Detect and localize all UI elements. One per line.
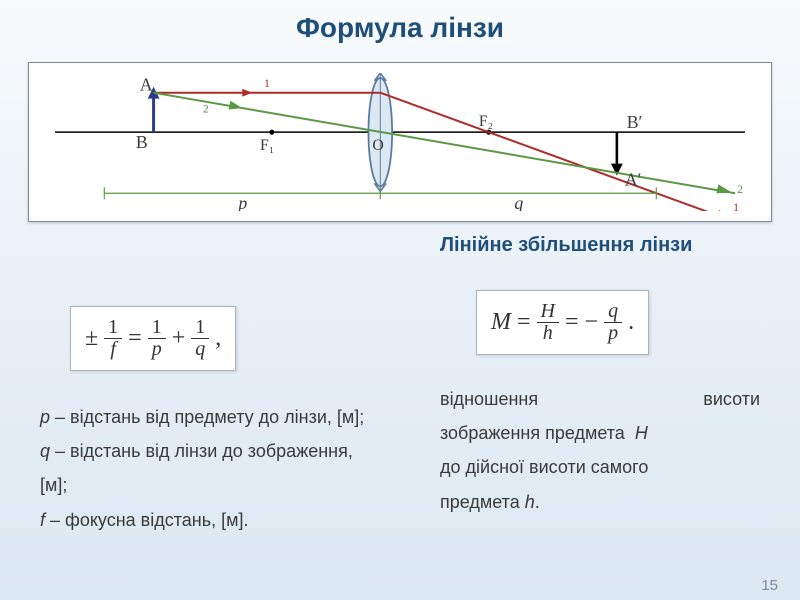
right-line-1: відношення висоти	[440, 382, 760, 416]
label-p: p	[236, 193, 247, 211]
definitions-block: p – відстань від предмету до лінзи, [м];…	[40, 400, 380, 537]
right-line-4: предмета h.	[440, 485, 760, 519]
page-title: Формула лінзи	[0, 0, 800, 44]
right-line-3: до дійсної висоти самого	[440, 450, 760, 484]
page-number: 15	[761, 577, 778, 594]
label-F2: F₂	[479, 113, 493, 130]
ray2-label-b: 2	[737, 182, 743, 196]
frac-Hh: H h	[537, 301, 559, 344]
ray1-label-b: 1	[733, 200, 739, 211]
plus-sign: +	[172, 325, 186, 352]
var-M: M	[491, 309, 511, 336]
neg-sign: −	[585, 309, 599, 336]
label-F1: F₁	[260, 137, 274, 154]
label-Aprime: A′	[625, 169, 642, 189]
frac-1p: 1 p	[148, 317, 166, 360]
label-O: O	[372, 137, 383, 154]
def-p: p – відстань від предмету до лінзи, [м];	[40, 400, 380, 434]
label-q: q	[514, 193, 523, 211]
pm-sign: ±	[85, 325, 98, 352]
lens-formula-box: ± 1 f = 1 p + 1 q ,	[70, 306, 236, 371]
ray2-label-a: 2	[203, 101, 209, 115]
magnification-text: відношення висоти зображення предмета H …	[440, 382, 760, 519]
def-f: f – фокусна відстань, [м].	[40, 503, 380, 537]
def-q: q – відстань від лінзи до зображення, [м…	[40, 434, 380, 502]
label-Bprime: B′	[627, 112, 643, 132]
magnification-subtitle: Лінійне збільшення лінзи	[440, 234, 770, 257]
right-line-2: зображення предмета H	[440, 416, 760, 450]
period-1: .	[628, 309, 634, 336]
label-A: A	[140, 75, 153, 95]
magnification-formula: M = H h = − q p .	[491, 301, 634, 344]
label-B: B	[136, 132, 148, 152]
comma-1: ,	[215, 325, 221, 352]
magnification-formula-box: M = H h = − q p .	[476, 290, 649, 355]
eq-sign-2: =	[517, 309, 531, 336]
frac-1f: 1 f	[104, 317, 122, 360]
ray1-label-a: 1	[264, 76, 270, 90]
lens-formula: ± 1 f = 1 p + 1 q ,	[85, 317, 221, 360]
eq-sign-3: =	[565, 309, 579, 336]
lens-diagram: A B F₁ O F₂ B′ A′ p q 1 2 2 1	[39, 73, 761, 211]
frac-1q: 1 q	[191, 317, 209, 360]
lens-diagram-container: A B F₁ O F₂ B′ A′ p q 1 2 2 1	[28, 62, 772, 222]
frac-qp: q p	[604, 301, 622, 344]
eq-sign-1: =	[128, 325, 142, 352]
